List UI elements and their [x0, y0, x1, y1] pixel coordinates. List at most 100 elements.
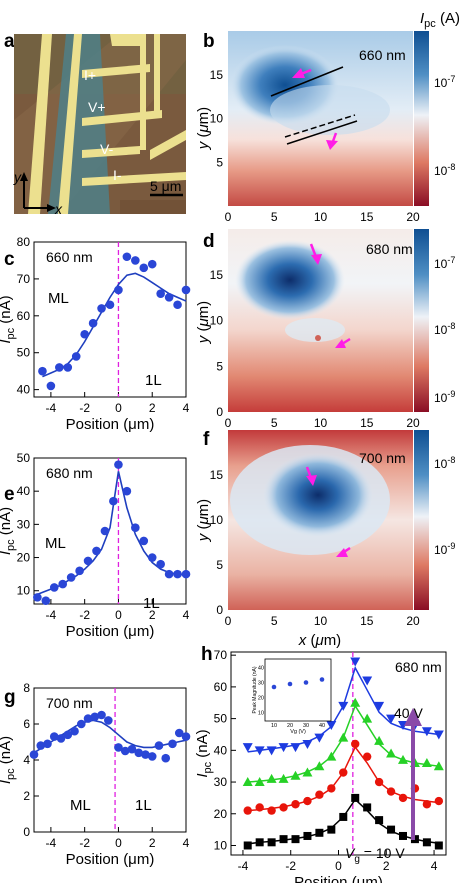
inset-frame — [264, 658, 332, 722]
map-y-tick-label: 10 — [210, 513, 224, 527]
data-point — [141, 750, 150, 759]
data-point — [398, 754, 408, 764]
map-x-tick-label: 10 — [314, 614, 328, 628]
data-point — [433, 761, 444, 771]
svg-text:10-8: 10-8 — [434, 162, 455, 178]
inset-data-point — [287, 681, 293, 687]
y-axis-label: Ipc (nA) — [194, 729, 214, 777]
optical-micrograph: I+ V+ V- I- 5 μm y x — [13, 34, 186, 217]
data-point — [154, 741, 164, 750]
inset-y-tick-label: 10 — [258, 711, 264, 717]
data-point — [33, 593, 42, 602]
data-point — [363, 803, 372, 812]
data-point — [290, 770, 301, 780]
map-y-tick-label: 0 — [216, 603, 223, 617]
colorbar-ticks-f: 10-8 10-9 — [434, 455, 455, 557]
data-point — [49, 583, 59, 592]
data-point — [255, 838, 264, 847]
data-point — [92, 546, 101, 556]
scale-bar-label: 5 μm — [150, 178, 181, 194]
map-x-tick-label: 15 — [360, 614, 374, 628]
x-tick-label: -4 — [238, 859, 249, 873]
y-tick-label: 10 — [17, 584, 31, 598]
inset-data-point — [303, 680, 309, 685]
map-x-tick-label: 5 — [271, 614, 278, 628]
data-point — [314, 761, 325, 771]
y-tick-label: 8 — [23, 681, 30, 695]
inset-x-tick-label: 20 — [287, 723, 293, 729]
data-point — [139, 536, 149, 546]
vg-low-label: Vg = 10 V — [345, 845, 405, 865]
data-point — [243, 806, 252, 815]
chart-e: -4 -2 0 2 4 10 20 30 40 50 680 nm Position (μm) Ipc … — [0, 451, 191, 640]
map-y-tick-label: 15 — [210, 468, 224, 482]
y-axis-label: Ipc (nA) — [0, 295, 17, 343]
map-x-tick-label: 20 — [406, 210, 420, 224]
data-point — [338, 701, 349, 711]
map-y-tick-label: 10 — [210, 112, 224, 126]
x-tick-label: 4 — [183, 836, 190, 850]
data-point — [362, 676, 373, 686]
data-point — [97, 304, 106, 313]
map-x-tick-label: 0 — [225, 210, 232, 224]
electrode-label: I+ — [84, 67, 96, 83]
data-point — [398, 793, 408, 803]
map-y-tick-label: 5 — [216, 359, 223, 373]
inset-y-tick-label: 20 — [258, 696, 264, 702]
data-point — [339, 812, 348, 821]
data-point — [315, 828, 324, 837]
inset-data-point — [271, 684, 277, 690]
chart-title: 680 nm — [46, 465, 93, 481]
colorbar-ticks-d: 10-7 10-8 10-9 — [434, 255, 455, 405]
map-d-ylabel: y (μm) — [195, 301, 212, 344]
data-point — [156, 559, 165, 569]
data-point — [302, 767, 313, 777]
map-f-ylabel: y (μm) — [195, 499, 212, 542]
data-point — [351, 739, 360, 749]
x-axis-label: Position (μm) — [66, 416, 155, 433]
x-tick-label: 2 — [149, 836, 156, 850]
data-point — [314, 733, 325, 743]
x-tick-label: 0 — [115, 836, 122, 850]
x-axis-label: Position (μm) — [66, 623, 155, 640]
electrode-label: V- — [100, 141, 114, 157]
data-point — [339, 768, 348, 777]
x-tick-label: 4 — [183, 608, 190, 622]
data-point — [114, 460, 123, 469]
data-point — [156, 289, 165, 298]
data-point — [181, 285, 191, 295]
data-point — [164, 293, 174, 302]
fit-line — [33, 471, 187, 597]
data-point — [181, 732, 191, 741]
onel-label: 1L — [145, 372, 162, 389]
map-x-tick-label: 10 — [314, 416, 328, 430]
map-y-tick-label: 10 — [210, 314, 224, 328]
data-point — [131, 256, 140, 265]
x-axis-label: Position (μm) — [66, 851, 155, 868]
data-point — [43, 739, 52, 749]
data-point — [147, 553, 157, 562]
map-x-tick-label: 10 — [314, 210, 328, 224]
fit-line — [42, 272, 187, 378]
data-point — [374, 701, 385, 711]
data-point — [41, 596, 51, 605]
data-point — [434, 841, 443, 850]
data-point — [63, 363, 73, 372]
x-tick-label: -2 — [79, 836, 90, 850]
data-point — [399, 831, 407, 840]
data-point — [362, 713, 373, 723]
wavelength-label: 660 nm — [359, 47, 406, 63]
data-point — [122, 486, 132, 496]
map-f-xlabel: x (μm) — [298, 632, 341, 649]
map-x-tick-label: 20 — [406, 614, 420, 628]
data-point — [97, 710, 106, 720]
inset-x-tick-label: 10 — [271, 723, 277, 729]
data-point — [83, 714, 93, 723]
x-tick-label: 4 — [431, 859, 438, 873]
panel-label-a: a — [4, 31, 15, 52]
panel-label-f: f — [203, 429, 210, 450]
y-tick-label: 10 — [214, 838, 228, 852]
data-point — [173, 300, 182, 310]
onel-label: 1L — [135, 797, 152, 814]
data-point — [327, 825, 336, 834]
